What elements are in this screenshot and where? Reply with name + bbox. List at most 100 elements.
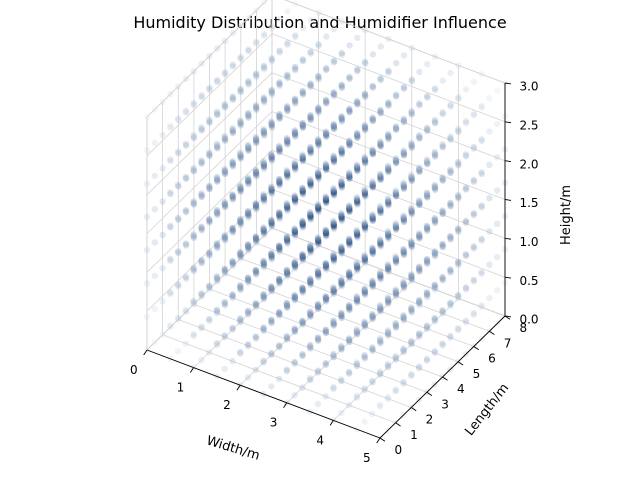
axes-gridlines: [146, 0, 506, 439]
humidity-point: [260, 157, 267, 165]
humidity-point: [377, 306, 384, 313]
gridline-y-floor: [224, 273, 459, 363]
humidity-point: [291, 358, 298, 366]
humidity-point: [486, 161, 493, 168]
humidity-point: [416, 331, 423, 339]
humidity-point: [431, 249, 438, 257]
humidity-point: [447, 267, 454, 275]
humidity-point: [268, 224, 276, 232]
humidity-point: [261, 132, 268, 139]
humidity-point: [299, 153, 306, 160]
humidity-point: [229, 224, 236, 232]
humidity-point: [376, 301, 384, 309]
humidity-point: [213, 140, 221, 147]
humidity-point: [221, 235, 229, 243]
humidity-point: [190, 101, 198, 108]
humidity-point: [206, 219, 213, 226]
humidity-point: [462, 252, 470, 260]
y-tick-label: 5: [473, 367, 481, 381]
humidity-point: [206, 117, 213, 125]
humidity-point: [385, 199, 392, 206]
humidity-point: [346, 205, 353, 212]
humidity-point: [330, 90, 338, 98]
humidity-point: [338, 314, 345, 321]
humidity-point: [244, 209, 252, 216]
humidity-point: [283, 367, 291, 375]
humidity-point: [283, 203, 291, 210]
humidity-point: [182, 75, 190, 83]
humidity-point: [206, 284, 213, 291]
humidity-point: [244, 242, 252, 250]
humidity-point: [315, 41, 322, 48]
humidity-point: [470, 278, 478, 285]
humidity-point: [345, 368, 353, 376]
humidity-point: [253, 105, 260, 112]
humidity-point: [439, 144, 446, 151]
humidity-point: [439, 140, 446, 148]
humidity-point: [229, 193, 236, 200]
z-tick-mark: [504, 121, 512, 124]
humidity-point: [400, 315, 407, 322]
humidity-point: [221, 199, 228, 206]
humidity-point: [408, 306, 415, 313]
humidity-point: [377, 308, 384, 315]
humidity-point: [268, 55, 275, 62]
humidity-point: [369, 277, 376, 284]
humidity-point: [377, 140, 384, 147]
gridline-z-left: [146, 227, 273, 351]
humidity-point: [462, 86, 470, 93]
humidity-point: [369, 84, 377, 91]
humidity-point: [346, 338, 353, 345]
humidity-point: [190, 266, 197, 273]
humidity-point: [376, 303, 384, 310]
humidity-point: [486, 261, 493, 268]
humidity-point: [221, 100, 228, 108]
humidity-point: [322, 393, 329, 400]
humidity-point: [423, 189, 431, 196]
humidity-point: [447, 236, 454, 243]
humidity-point: [159, 265, 166, 272]
humidity-point: [353, 229, 361, 236]
humidity-point: [408, 304, 415, 311]
humidity-point: [369, 280, 376, 288]
humidity-point: [307, 50, 314, 57]
humidity-point: [408, 274, 415, 281]
humidity-point: [198, 158, 205, 166]
humidity-point: [268, 316, 275, 323]
humidity-point: [291, 159, 298, 166]
humidity-point: [276, 82, 283, 89]
humidity-point: [416, 266, 423, 274]
y-tick-mark: [395, 422, 401, 427]
humidity-point: [221, 69, 229, 76]
humidity-point: [322, 226, 329, 234]
humidity-point: [283, 169, 291, 177]
humidity-point: [299, 252, 306, 260]
humidity-point: [276, 79, 283, 86]
y-tick-label: 3: [441, 397, 449, 411]
z-tick-mark: [504, 276, 512, 279]
gridline-z-back: [271, 227, 506, 317]
humidity-point: [478, 202, 485, 209]
humidity-point: [307, 143, 314, 151]
humidity-point: [431, 281, 438, 288]
humidity-point: [376, 201, 384, 209]
humidity-point: [261, 32, 268, 40]
humidity-point: [253, 72, 260, 79]
humidity-point: [408, 241, 415, 248]
humidity-point: [174, 248, 182, 255]
humidity-point: [447, 332, 454, 340]
humidity-point: [151, 239, 158, 246]
humidity-point: [206, 285, 213, 293]
humidity-point: [190, 297, 197, 305]
humidity-point: [315, 106, 322, 113]
humidity-point: [384, 260, 391, 268]
humidity-point: [198, 291, 205, 299]
humidity-point: [338, 49, 345, 57]
chart-title: Humidity Distribution and Humidifier Inf…: [133, 13, 506, 32]
humidity-point: [260, 159, 267, 166]
humidity-point: [385, 298, 392, 306]
humidity-point: [275, 142, 283, 149]
humidity-point: [384, 229, 392, 236]
humidity-point: [330, 124, 338, 131]
humidity-point: [299, 251, 306, 258]
